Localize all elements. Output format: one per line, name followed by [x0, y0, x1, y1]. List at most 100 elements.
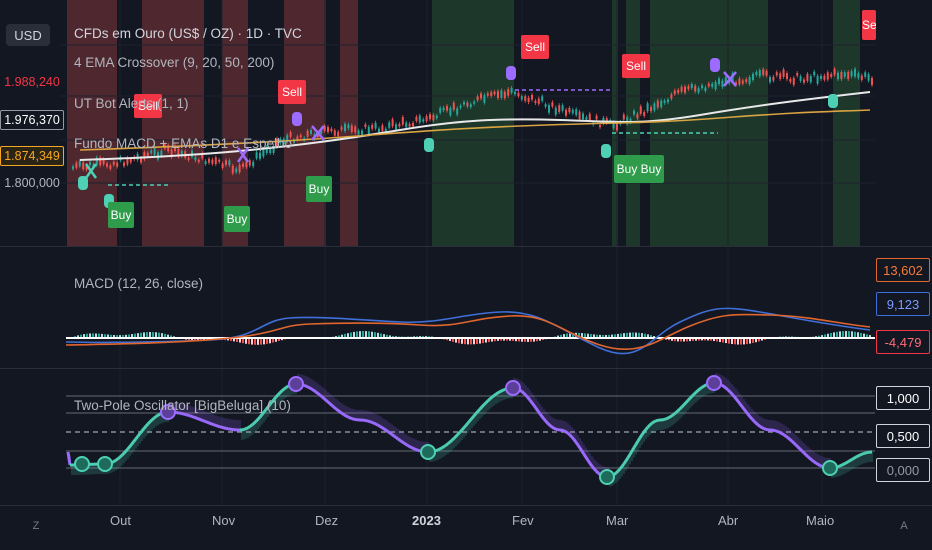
oscillator-segment — [847, 459, 851, 464]
macd-histogram-bar — [743, 338, 745, 345]
oscillator-segment — [538, 412, 544, 418]
pane-separator[interactable] — [0, 246, 932, 247]
macd-histogram-bar — [740, 338, 742, 345]
oscillator-segment — [572, 438, 578, 444]
oscillator-segment — [120, 452, 126, 457]
oscillator-segment — [136, 432, 142, 437]
oscillator-segment — [437, 447, 441, 452]
macd-histogram-bar — [866, 334, 868, 338]
oscillator-segment — [669, 414, 673, 419]
oscillator-segment — [132, 437, 138, 443]
crossover-markers — [236, 71, 737, 163]
macd-histogram-bar — [230, 338, 232, 341]
oscillator-segment — [628, 450, 634, 456]
macd-histogram-bar — [560, 334, 562, 338]
oscillator-segment — [576, 444, 582, 449]
oscillator-segment — [594, 469, 600, 474]
oscillator-segment — [321, 395, 325, 400]
macd-legend[interactable]: MACD (12, 26, close) — [74, 276, 204, 291]
macd-histogram-bar — [494, 338, 496, 342]
macd-histogram-bar — [860, 332, 862, 338]
macd-histogram-bar — [536, 338, 538, 342]
macd-histogram-bar — [131, 334, 133, 338]
indicator-ema-crossover[interactable]: 4 EMA Crossover (9, 20, 50, 200) — [74, 55, 275, 70]
oscillator-segment — [281, 387, 285, 392]
oscillator-segment — [187, 413, 191, 418]
oscillator-segment — [274, 393, 280, 399]
macd-histogram-bar — [824, 334, 826, 338]
oscillator-segment — [544, 420, 550, 425]
price-tag-last: 1.976,370 — [0, 110, 64, 130]
zoom-button[interactable]: Z — [32, 520, 40, 532]
macd-histogram-bar — [722, 338, 724, 343]
oscillator-legend[interactable]: Two-Pole Oscillator [BigBeluga] (10) — [74, 398, 291, 413]
oscillator-segment — [329, 402, 333, 407]
macd-histogram-bar — [674, 338, 676, 342]
macd-histogram-bar — [590, 334, 592, 338]
macd-histogram-bar — [746, 338, 748, 345]
macd-histogram-bar — [338, 335, 340, 338]
macd-histogram-bar — [842, 331, 844, 338]
macd-histogram-bar — [104, 334, 106, 338]
macd-histogram-bar — [149, 332, 151, 338]
macd-histogram-bar — [500, 338, 502, 341]
indicator-ut-bot[interactable]: UT Bot Alerts (1, 1) — [74, 96, 189, 111]
macd-histogram-bar — [617, 333, 619, 338]
oscillator-segment — [122, 449, 128, 455]
oscillator-segment — [389, 431, 393, 436]
sell-signal-label: Sell — [622, 54, 650, 78]
oscillator-segment — [435, 448, 439, 453]
oscillator-segment — [191, 415, 195, 419]
oscillator-segment — [676, 407, 682, 412]
oscillator-segment — [757, 423, 761, 428]
oscillator-segment — [626, 453, 632, 459]
oscillator-segment — [456, 431, 462, 436]
macd-histogram-bar — [758, 338, 760, 342]
oscillator-segment — [811, 458, 815, 463]
macd-histogram-bar — [80, 334, 82, 338]
time-label: Fev — [512, 513, 534, 528]
currency-selector[interactable]: USD — [6, 24, 50, 46]
oscillator-segment — [501, 388, 505, 392]
oscillator-segment — [732, 395, 738, 400]
oscillator-segment — [142, 425, 148, 430]
oscillator-segment — [379, 425, 383, 429]
oscillator-segment — [671, 412, 675, 417]
macd-histogram-bar — [446, 338, 448, 341]
oscillator-segment — [796, 445, 802, 451]
macd-histogram-bar — [248, 338, 250, 345]
macd-histogram-bar — [668, 338, 670, 341]
grid — [60, 0, 875, 505]
macd-histogram-bar — [851, 331, 853, 338]
macd-histogram-bar — [629, 332, 631, 338]
oscillator-segment — [134, 435, 140, 440]
macd-histogram-bar — [731, 338, 733, 345]
oscillator-segment — [219, 425, 223, 429]
oscillator-segment — [682, 401, 688, 406]
macd-histogram-bar — [347, 333, 349, 338]
oscillator-segment — [383, 427, 387, 432]
oscillator-segment — [746, 413, 752, 418]
oscillator-segment — [262, 408, 268, 414]
indicator-macd-background[interactable]: Fundo MACD + EMAs D1 e Espelho — [74, 136, 292, 151]
macd-histogram-bar — [362, 331, 364, 338]
macd-histogram-bar — [521, 338, 523, 342]
auto-scale-button[interactable]: A — [900, 520, 908, 532]
macd-histogram-bar — [92, 333, 94, 338]
oscillator-segment — [401, 440, 405, 445]
oscillator-segment — [785, 435, 789, 440]
oscillator-segment — [726, 388, 732, 393]
oscillator-segment — [561, 428, 565, 433]
pane-separator[interactable] — [0, 368, 932, 369]
oscillator-segment — [855, 454, 859, 459]
macd-histogram-bar — [524, 338, 526, 342]
macd-histogram-bar — [122, 335, 124, 338]
macd-histogram-bar — [482, 338, 484, 344]
symbol-title[interactable]: CFDs em Ouro (US$ / OZ) · 1D · TVC — [74, 26, 302, 41]
oscillator-segment — [341, 412, 345, 416]
oscillator-segment — [839, 463, 843, 468]
macd-histogram-bar — [83, 334, 85, 338]
oscillator-segment — [256, 415, 262, 421]
oscillator-segment — [452, 435, 458, 440]
